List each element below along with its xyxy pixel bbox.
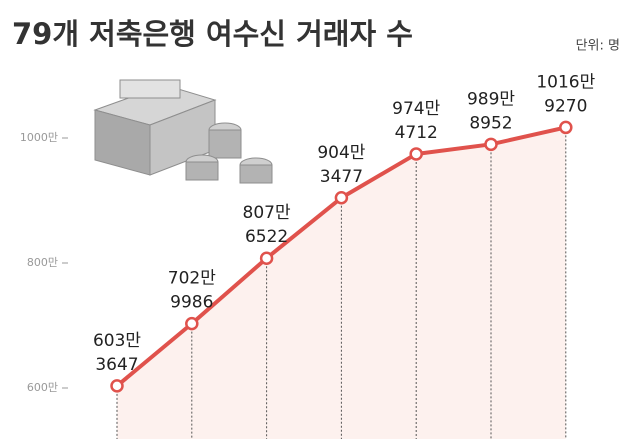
- y-tick-label: 600만: [27, 381, 58, 394]
- value-label: 702만: [168, 269, 216, 289]
- money-illustration: [93, 79, 273, 184]
- point: [259, 251, 274, 265]
- value-label: 8952: [469, 113, 512, 133]
- unit-label: 단위: 명: [576, 39, 620, 54]
- value-label: 6522: [245, 227, 288, 247]
- chart-title: 79개 저축은행 여수신 거래자 수: [12, 17, 413, 51]
- point: [409, 147, 423, 161]
- y-tick-label: 800만: [27, 256, 58, 269]
- value-label: 4712: [395, 123, 438, 143]
- value-label: 974만: [392, 99, 440, 119]
- value-label: 3647: [95, 355, 138, 375]
- point: [110, 379, 124, 393]
- point: [484, 137, 498, 152]
- point: [559, 120, 573, 135]
- value-label: 9986: [170, 293, 213, 313]
- value-label: 603만: [93, 331, 141, 351]
- point: [185, 316, 199, 331]
- value-label: 807만: [243, 203, 291, 223]
- value-label: 9270: [544, 96, 587, 116]
- point: [334, 191, 349, 205]
- y-tick-label: 1000만: [20, 131, 58, 144]
- value-label: 3477: [320, 167, 363, 187]
- value-label: 1016만: [536, 72, 595, 92]
- value-label: 989만: [467, 89, 515, 109]
- value-label: 904만: [317, 143, 365, 163]
